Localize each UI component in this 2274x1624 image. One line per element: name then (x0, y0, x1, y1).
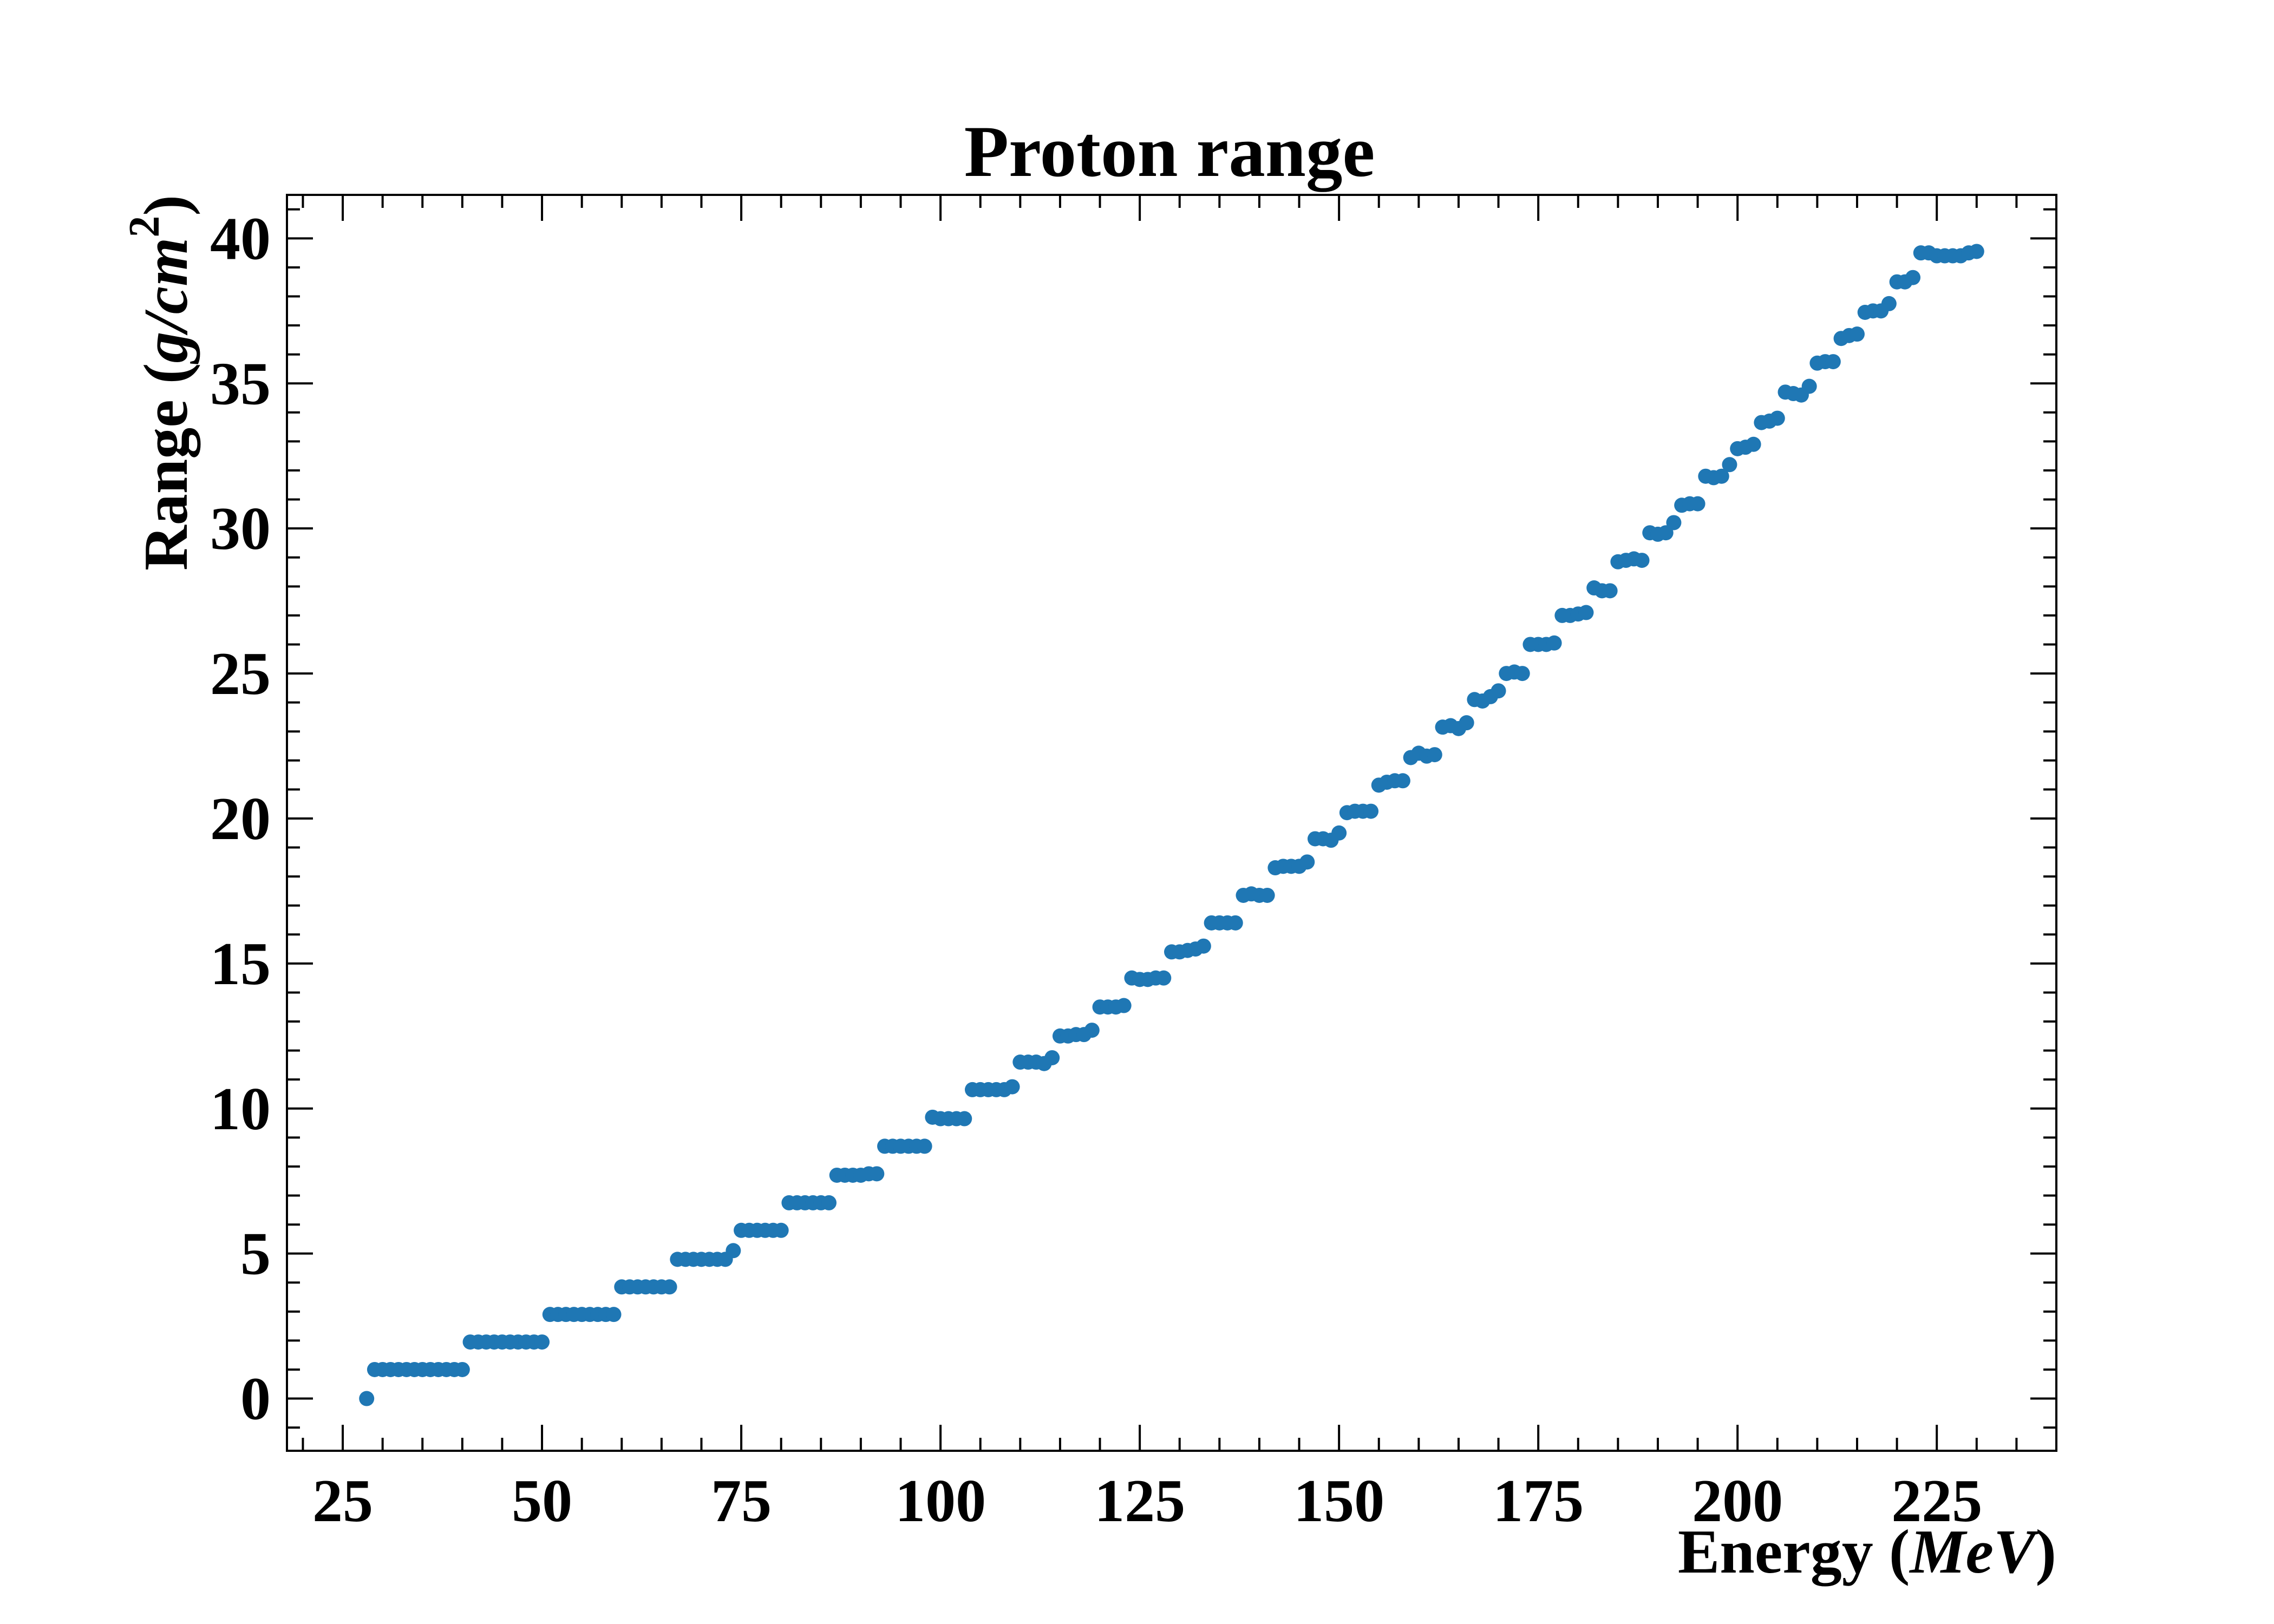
data-point (1427, 747, 1442, 763)
y-tick-label: 30 (210, 495, 271, 562)
data-point (869, 1166, 885, 1182)
data-point (1546, 635, 1562, 651)
x-tick-label: 50 (512, 1468, 572, 1535)
data-point (1459, 715, 1474, 731)
data-point (1363, 803, 1379, 819)
data-point (1746, 436, 1761, 452)
data-point (726, 1243, 741, 1259)
data-point (1331, 825, 1347, 841)
data-point (1714, 468, 1729, 484)
x-tick-label: 150 (1293, 1468, 1384, 1535)
data-points (359, 244, 1984, 1406)
y-tick-label: 40 (210, 205, 271, 272)
data-point (1722, 457, 1737, 473)
x-tick-label: 100 (895, 1468, 986, 1535)
data-point (606, 1307, 622, 1322)
y-tick-label: 20 (210, 785, 271, 853)
y-axis-title: Range (g/cm2) (121, 195, 201, 571)
data-point (1004, 1079, 1020, 1095)
data-point (1634, 553, 1650, 568)
y-tick-label: 0 (240, 1366, 271, 1433)
data-point (454, 1361, 470, 1377)
data-point (1116, 998, 1132, 1013)
x-tick-label: 125 (1094, 1468, 1185, 1535)
y-tick-label: 10 (210, 1076, 271, 1143)
x-tick-label: 25 (312, 1468, 373, 1535)
data-point (1969, 244, 1984, 259)
data-point (662, 1279, 677, 1295)
data-point (1602, 583, 1618, 599)
data-point (917, 1138, 932, 1154)
data-point (1084, 1023, 1100, 1038)
y-axis-title-unit-power: 2 (121, 216, 168, 238)
data-point (773, 1222, 789, 1238)
x-axis-tick-labels: 25 50 75 100 125 150 175 200 225 (312, 1468, 1982, 1535)
data-point (1195, 938, 1211, 954)
data-point (821, 1195, 837, 1210)
x-tick-label: 75 (711, 1468, 772, 1535)
plot-frame (286, 194, 2057, 1452)
y-tick-label: 15 (210, 931, 271, 998)
y-axis-title-unit: g/cm (132, 238, 201, 365)
x-axis-title-text: Energy (1678, 1517, 1873, 1587)
y-tick-label: 5 (240, 1221, 271, 1288)
data-point (1044, 1050, 1060, 1065)
data-point (1801, 378, 1817, 394)
x-tick-label: 200 (1692, 1468, 1783, 1535)
data-point (1259, 887, 1275, 903)
x-tick-label: 175 (1493, 1468, 1584, 1535)
data-point (1690, 496, 1706, 512)
data-point (1825, 354, 1841, 370)
data-point (359, 1391, 375, 1406)
x-axis-title-unit: MeV (1909, 1517, 2040, 1587)
data-point (1578, 605, 1594, 620)
y-axis-tick-labels: 0 5 10 15 20 25 30 35 40 (210, 205, 271, 1432)
y-axis-title-text: Range (132, 400, 201, 571)
data-point (1905, 270, 1921, 285)
data-point (1849, 326, 1865, 342)
y-tick-label: 25 (210, 640, 271, 708)
data-point (1156, 970, 1172, 986)
data-point (1658, 525, 1674, 541)
x-axis-title: Energy (MeV) (1678, 1517, 2056, 1587)
data-point (957, 1111, 972, 1127)
x-tick-label: 225 (1891, 1468, 1982, 1535)
y-tick-label: 35 (210, 350, 271, 417)
data-point (1666, 515, 1682, 531)
data-point (1491, 683, 1506, 699)
data-point (534, 1334, 550, 1350)
data-point (1227, 915, 1243, 931)
data-point (1299, 854, 1315, 870)
data-point (1881, 296, 1897, 311)
chart-title: Proton range (964, 112, 1375, 192)
data-point (1514, 666, 1530, 682)
x-axis-ticks (302, 195, 2057, 1451)
data-point (1769, 410, 1785, 426)
data-point (1395, 773, 1410, 789)
y-axis-ticks (287, 208, 2056, 1429)
